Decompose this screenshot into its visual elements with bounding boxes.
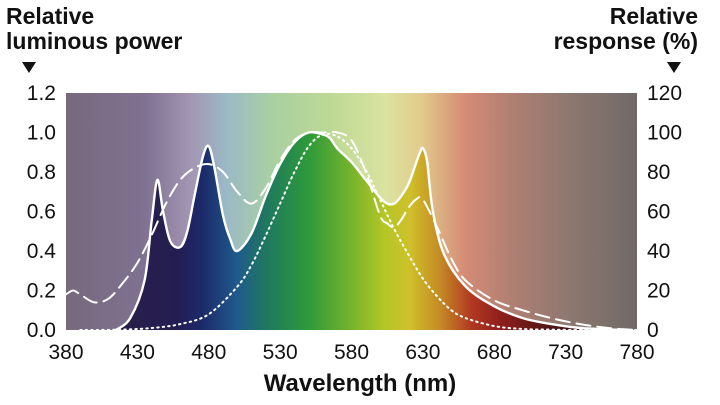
- y-right-tick-label: 20: [647, 280, 670, 303]
- x-tick-label: 430: [120, 341, 155, 364]
- y-left-tick-label: 1.0: [27, 122, 56, 145]
- series-line-dotted: [79, 132, 638, 332]
- right-axis-title-line1: Relative: [609, 3, 698, 29]
- x-tick-label: 480: [191, 341, 226, 364]
- y-left-tick-label: 0.4: [27, 240, 57, 263]
- left-axis-title-line2: luminous power: [6, 28, 183, 54]
- x-axis-title: Wavelength (nm): [263, 370, 457, 397]
- right-axis-arrow-icon: [667, 62, 681, 73]
- left-axis-arrow-icon: [22, 62, 36, 73]
- right-axis-title: Relative response (%): [554, 4, 698, 54]
- x-tick-label: 380: [48, 341, 83, 364]
- y-left-tick-label: 0.6: [27, 201, 56, 224]
- left-axis-title: Relative luminous power: [6, 4, 182, 54]
- spectrum-area-fill: [116, 132, 623, 330]
- y-left-tick-label: 0.0: [27, 319, 56, 342]
- y-right-tick-label: 100: [647, 122, 682, 145]
- series-line-dashed: [65, 130, 638, 331]
- right-axis-title-line2: response (%): [553, 28, 698, 54]
- y-left-tick-label: 1.2: [27, 82, 56, 105]
- x-tick-label: 780: [619, 341, 654, 364]
- left-axis-title-line1: Relative: [6, 3, 95, 29]
- y-left-tick-label: 0.8: [27, 161, 56, 184]
- y-right-tick-label: 60: [647, 201, 670, 224]
- series-line-solid: [114, 130, 624, 332]
- x-tick-label: 530: [263, 341, 298, 364]
- y-left-tick-label: 0.2: [27, 280, 56, 303]
- x-tick-label: 630: [405, 341, 440, 364]
- y-right-tick-label: 40: [647, 240, 670, 263]
- x-tick-label: 730: [548, 341, 583, 364]
- y-right-tick-label: 80: [647, 161, 670, 184]
- y-right-tick-label: 0: [647, 319, 659, 342]
- y-right-tick-label: 120: [647, 82, 682, 105]
- x-tick-label: 580: [334, 341, 369, 364]
- x-tick-label: 680: [477, 341, 512, 364]
